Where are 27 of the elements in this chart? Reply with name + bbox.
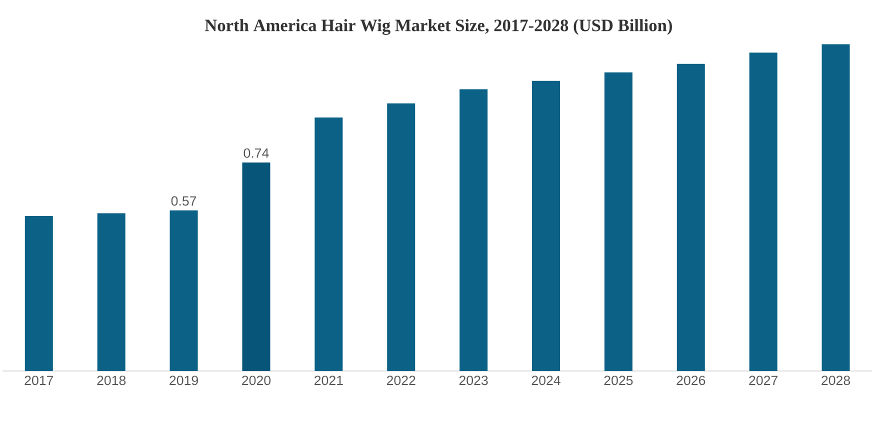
bar [460,89,488,371]
data-label: 0.57 [171,196,196,206]
x-tick-label: 2021 [314,376,343,386]
bar [822,44,850,371]
x-tick-label: 2017 [24,376,54,386]
x-tick-label: 2019 [170,376,198,386]
bar [97,213,126,371]
x-tick-label: 2022 [386,376,416,386]
x-tick-label: 2020 [242,376,271,386]
bar [676,64,705,371]
x-tick-label: 2023 [459,376,488,386]
x-tick-label: 2026 [676,376,706,386]
bar [24,216,53,371]
bar [314,117,343,371]
bar [749,52,778,371]
bar [604,72,632,371]
x-tick-label: 2027 [749,376,778,386]
bar [387,103,416,371]
bar [532,80,560,371]
x-tick-label: 2024 [532,376,560,386]
bar [170,210,198,371]
bar [242,162,270,371]
x-tick-label: 2028 [822,376,850,386]
x-tick-label: 2018 [97,376,126,386]
x-tick-label: 2025 [604,376,633,386]
chart-title: North America Hair Wig Market Size, 2017-2028 (USD Billion) [204,19,672,35]
data-label: 0.74 [244,148,269,158]
